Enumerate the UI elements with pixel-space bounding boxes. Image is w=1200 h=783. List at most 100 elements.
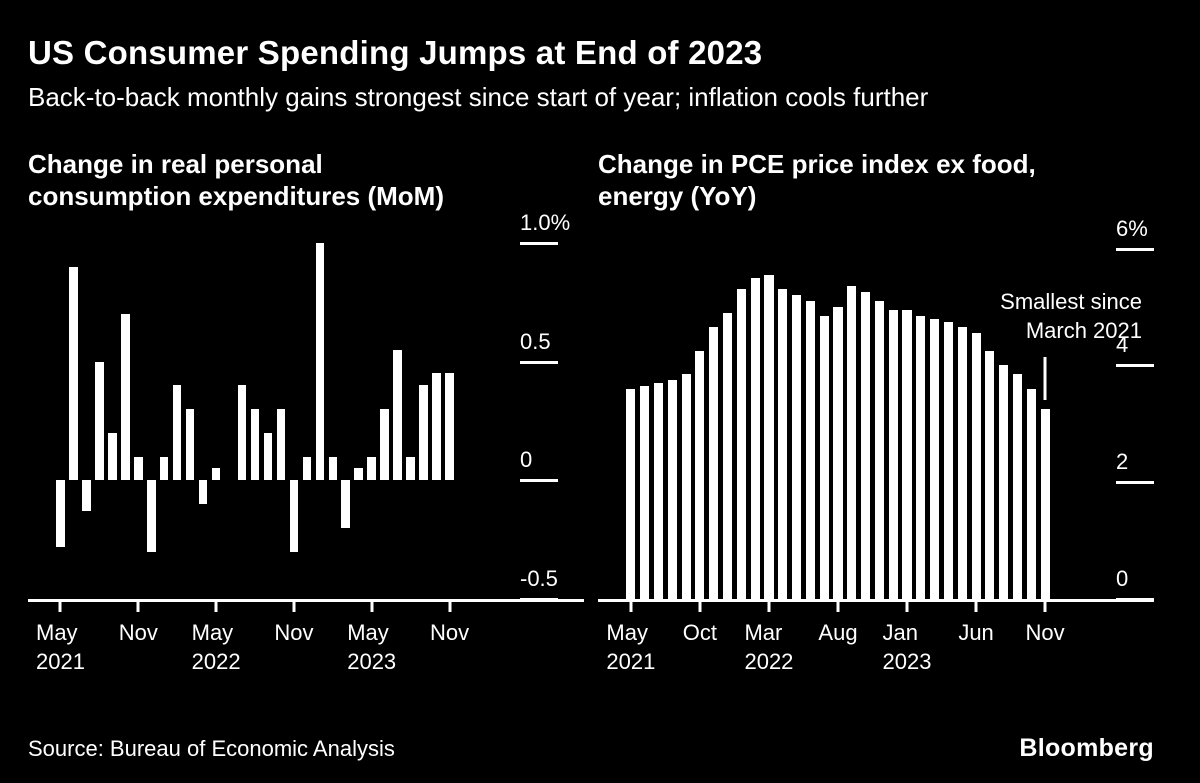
bar xyxy=(289,480,299,552)
y-tick-line xyxy=(1116,364,1154,368)
bar xyxy=(833,306,843,599)
bar xyxy=(681,374,691,599)
y-axis-label: 1.0% xyxy=(520,209,571,235)
x-label-year: 2021 xyxy=(35,649,85,675)
right-chart-title-line2: energy (YoY) xyxy=(598,180,757,211)
x-axis-label: Jun xyxy=(958,618,993,647)
y-tick-line xyxy=(520,598,558,601)
bloomberg-logo: Bloomberg xyxy=(1019,734,1154,762)
bar xyxy=(722,312,733,599)
bar xyxy=(121,314,130,481)
bar xyxy=(695,350,705,599)
x-label-month: May xyxy=(191,620,234,645)
bar xyxy=(861,292,871,599)
x-label-month: Jan xyxy=(882,620,919,645)
bar xyxy=(82,480,91,512)
x-label-month: Nov xyxy=(1025,620,1065,645)
y-axis-label: 0.5 xyxy=(520,328,551,354)
x-tick-mark xyxy=(448,602,452,612)
right-y-axis: 6% 4 2 0 xyxy=(1108,216,1154,601)
x-tick-mark xyxy=(58,602,62,612)
x-tick-mark xyxy=(836,602,840,612)
bar xyxy=(736,289,746,599)
left-x-axis-labels: May 2021 Nov May 2022 Nov May 2023 Nov xyxy=(28,618,584,676)
x-label-year: 2021 xyxy=(606,649,656,675)
bar xyxy=(341,480,351,528)
bar xyxy=(943,321,953,599)
y-axis-label: 4 xyxy=(1116,332,1129,358)
x-axis-label: Nov xyxy=(274,618,313,647)
bar xyxy=(185,409,195,481)
bar xyxy=(419,385,428,481)
x-label-month: Oct xyxy=(682,620,718,645)
x-label-year: 2023 xyxy=(882,649,932,675)
bar xyxy=(1012,374,1023,599)
y-tick-line xyxy=(520,360,558,364)
x-axis-label: May 2021 xyxy=(606,618,655,676)
x-axis-label: May 2021 xyxy=(36,618,85,676)
x-label-month: Nov xyxy=(429,620,470,645)
bar xyxy=(888,309,898,599)
x-tick-mark xyxy=(214,602,218,612)
pce-spending-chart-panel: Change in real personal consumption expe… xyxy=(28,149,584,676)
y-axis-label: -0.5 xyxy=(520,566,558,591)
x-axis-label: Aug xyxy=(818,618,857,647)
bar xyxy=(916,315,926,599)
left-y-axis: 1.0% 0.5 0 -0.5 xyxy=(512,210,584,601)
annotation-line: March 2021 xyxy=(1025,318,1142,344)
x-tick-mark xyxy=(1043,602,1047,612)
left-chart: 1.0% 0.5 0 -0.5 xyxy=(28,210,584,612)
x-tick-mark xyxy=(905,602,909,612)
x-tick-mark xyxy=(974,602,978,612)
right-chart-title: Change in PCE price index ex food, energ… xyxy=(598,149,1154,215)
bar xyxy=(626,388,636,599)
bar xyxy=(315,242,325,481)
left-plot-area xyxy=(28,231,512,612)
bar xyxy=(380,409,389,481)
x-tick-mark xyxy=(629,602,633,612)
bar xyxy=(445,373,454,481)
bar xyxy=(874,301,884,599)
bar xyxy=(237,385,247,481)
bar xyxy=(805,301,815,599)
bar xyxy=(95,361,104,481)
x-label-month: May xyxy=(606,620,648,645)
left-chart-title: Change in real personal consumption expe… xyxy=(28,149,584,215)
bar xyxy=(930,318,940,599)
x-axis-label: Nov xyxy=(430,618,469,647)
bar xyxy=(640,385,650,599)
bar xyxy=(1026,388,1036,599)
annotation-text: Smallest since March 2021 xyxy=(1000,287,1142,345)
y-tick-line xyxy=(1116,247,1154,251)
chart-subtitle: Back-to-back monthly gains strongest sin… xyxy=(28,82,929,112)
left-chart-title-line2: consumption expenditures (MoM) xyxy=(28,180,444,211)
bar xyxy=(847,286,857,599)
bar xyxy=(108,432,117,481)
x-label-month: Nov xyxy=(274,620,314,645)
bar xyxy=(971,333,981,599)
bar xyxy=(367,456,376,481)
x-tick-mark xyxy=(370,602,374,612)
bar xyxy=(667,379,677,599)
bar xyxy=(709,327,719,599)
x-axis-label: Oct xyxy=(683,618,717,647)
bar xyxy=(999,365,1009,599)
bar xyxy=(159,456,169,481)
x-label-month: Jun xyxy=(958,620,994,645)
left-chart-title-line1: Change in real personal xyxy=(28,149,323,179)
x-label-year: 2023 xyxy=(347,649,397,675)
bar xyxy=(653,382,664,599)
y-tick-line xyxy=(1116,598,1154,601)
x-label-month: May xyxy=(35,620,78,645)
chart-title: US Consumer Spending Jumps at End of 202… xyxy=(28,34,763,71)
x-label-month: Aug xyxy=(818,620,858,645)
bar xyxy=(328,456,338,481)
bar xyxy=(792,295,802,599)
x-axis-label: Mar 2022 xyxy=(744,618,793,676)
x-label-month: May xyxy=(347,620,389,645)
bar xyxy=(393,349,402,481)
x-axis-label: May 2022 xyxy=(192,618,241,676)
bar xyxy=(902,309,912,599)
x-tick-mark xyxy=(767,602,771,612)
